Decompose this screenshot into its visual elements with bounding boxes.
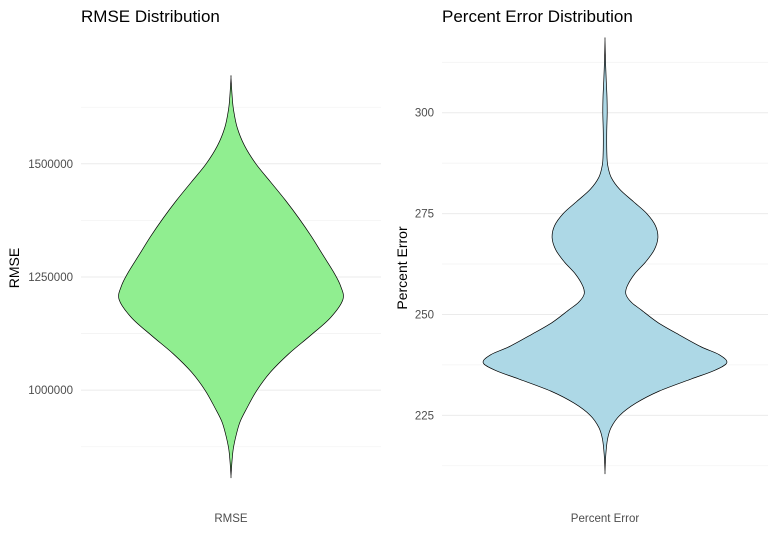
percent-error-y-tick-label: 275 bbox=[415, 209, 434, 221]
rmse-violin-panel: RMSE Distribution RMSE 1000000 1250000 150… bbox=[6, 7, 381, 525]
rmse-y-tick-label: 1250000 bbox=[28, 272, 73, 284]
percent-error-y-tick-label: 300 bbox=[415, 108, 434, 120]
percent-error-violin-panel: Percent Error Distribution Percent Error… bbox=[394, 7, 768, 525]
percent-error-x-tick-label: Percent Error bbox=[571, 513, 640, 525]
percent-error-y-tick-label: 225 bbox=[415, 410, 434, 422]
percent-error-y-tick-label: 250 bbox=[415, 309, 434, 321]
rmse-chart-title: RMSE Distribution bbox=[81, 7, 220, 26]
percent-error-y-tick-labels: 225 250 275 300 bbox=[415, 108, 434, 423]
rmse-y-tick-labels: 1000000 1250000 1500000 bbox=[28, 159, 73, 397]
rmse-violin bbox=[118, 75, 344, 479]
rmse-y-tick-label: 1000000 bbox=[28, 385, 73, 397]
rmse-y-tick-label: 1500000 bbox=[28, 159, 73, 171]
rmse-x-tick-label: RMSE bbox=[214, 513, 248, 525]
rmse-y-axis-label: RMSE bbox=[6, 248, 22, 288]
percent-error-chart-title: Percent Error Distribution bbox=[442, 7, 633, 26]
percent-error-y-axis-label: Percent Error bbox=[394, 226, 410, 310]
percent-error-violin bbox=[482, 37, 728, 475]
